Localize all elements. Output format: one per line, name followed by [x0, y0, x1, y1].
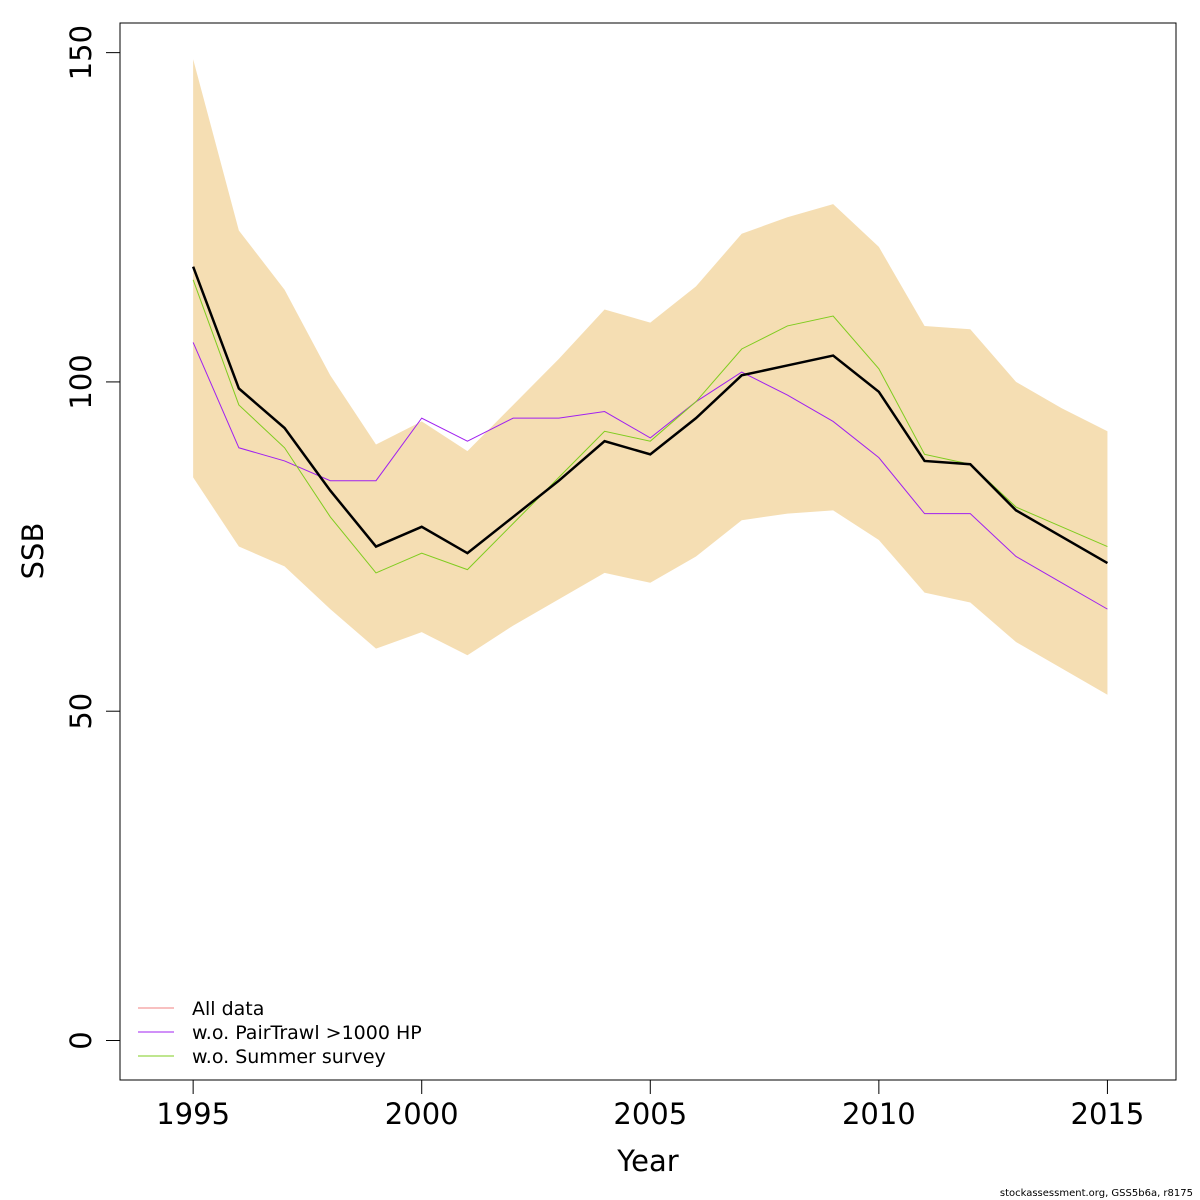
x-tick-label-2015: 2015: [1071, 1097, 1145, 1131]
y-tick-label-150: 150: [64, 25, 98, 80]
y-tick-label-50: 50: [64, 693, 98, 730]
x-tick-label-2010: 2010: [842, 1097, 916, 1131]
main-ssb-line: [191, 266, 1109, 565]
x-tick-label-2000: 2000: [385, 1097, 459, 1131]
y-axis: 0 50 100 150: [64, 25, 121, 1050]
legend-label-1: w.o. PairTrawl >1000 HP: [192, 1022, 422, 1044]
series-line-2: [192, 279, 1108, 574]
credit-text: stockassessment.org, GSS5b6a, r8175: [1000, 1188, 1193, 1199]
legend-label-0: All data: [192, 998, 264, 1020]
x-axis: 1995 2000 2005 2010 2015: [156, 1079, 1145, 1131]
confidence-band: [193, 59, 1108, 695]
y-tick-label-0: 0: [64, 1031, 98, 1049]
x-axis-title: Year: [616, 1144, 678, 1178]
main-line-layer: [191, 266, 1109, 565]
x-tick-label-2005: 2005: [613, 1097, 687, 1131]
confidence-band-layer: [193, 59, 1108, 695]
series-line-1: [192, 342, 1108, 610]
x-tick-label-1995: 1995: [156, 1097, 230, 1131]
y-axis-title: SSB: [16, 523, 50, 580]
y-tick-label-100: 100: [64, 354, 98, 409]
legend-label-2: w.o. Summer survey: [192, 1046, 386, 1068]
